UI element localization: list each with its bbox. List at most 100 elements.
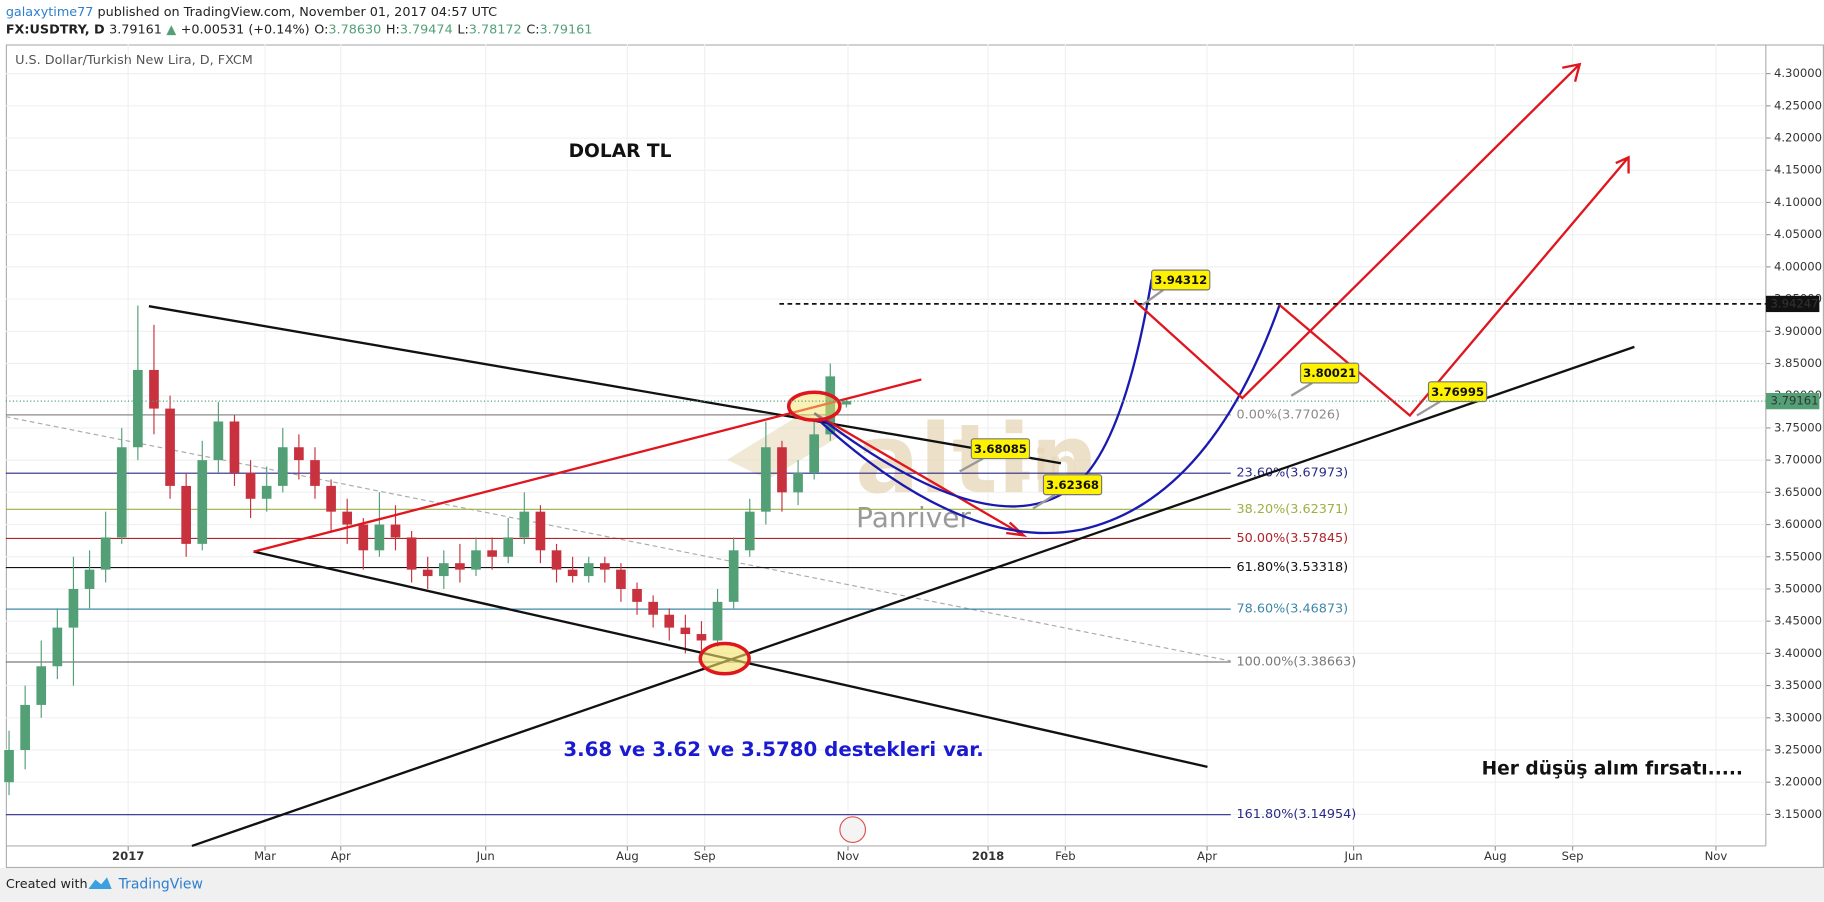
y-tick-label: 3.25000 xyxy=(1774,743,1822,757)
candle-body xyxy=(197,460,208,544)
candle-body xyxy=(648,601,658,615)
last: 3.79161 xyxy=(109,22,162,37)
x-tick-label: Apr xyxy=(1197,849,1217,863)
callout-label: 3.94312 xyxy=(1154,273,1207,287)
candle-body xyxy=(519,511,530,538)
candle-body xyxy=(777,447,787,493)
candle-body xyxy=(149,369,159,409)
fibonacci: 0.00%(3.77026) 23.60%(3.67973) 38.20%(3.62… xyxy=(5,407,1356,822)
candle-body xyxy=(680,627,691,635)
y-tick-label: 3.60000 xyxy=(1774,517,1822,531)
candle-body xyxy=(406,537,417,570)
price-tag xyxy=(1765,392,1820,410)
candle-body xyxy=(616,569,626,589)
highlight xyxy=(786,390,842,422)
callout-box xyxy=(1151,269,1211,291)
candle-body xyxy=(422,569,433,577)
price-tag-label: 3.79161 xyxy=(1770,394,1818,408)
annotation: DOLAR TL xyxy=(569,141,672,162)
axes: 3.15000 3.20000 3.25000 3.30000 3.35000 3.400… xyxy=(5,66,1822,863)
y-tick-label: 3.55000 xyxy=(1774,549,1822,563)
highlight xyxy=(698,641,751,676)
y-tick-label: 4.15000 xyxy=(1774,163,1822,177)
footer-created: Created with xyxy=(6,877,88,892)
y-tick-label: 3.85000 xyxy=(1774,356,1822,370)
candle-body xyxy=(294,447,304,461)
candle-body xyxy=(728,550,739,602)
y-tick-label: 3.65000 xyxy=(1774,485,1822,499)
tv-logo xyxy=(88,877,112,889)
arrow xyxy=(1133,62,1582,400)
y-tick-label: 3.45000 xyxy=(1774,614,1822,628)
y-tick-label: 4.25000 xyxy=(1774,98,1822,112)
callout-pointer xyxy=(1141,288,1164,306)
header-line-1: galaxytime77 published on TradingView.co… xyxy=(6,4,497,19)
author[interactable]: galaxytime77 xyxy=(6,4,94,19)
candle-body xyxy=(696,634,707,641)
candle-body xyxy=(535,511,546,551)
footer-bg xyxy=(0,868,1824,902)
candle-body xyxy=(165,408,175,486)
y-tick-label: 3.50000 xyxy=(1774,581,1822,595)
curve xyxy=(819,304,1281,535)
y-tick-label: 3.35000 xyxy=(1774,678,1822,692)
x-tick-label: Nov xyxy=(1705,849,1728,863)
trend-line xyxy=(191,345,1635,848)
header-bg xyxy=(0,0,1824,43)
candle-body xyxy=(600,563,610,570)
x-tick-label: Feb xyxy=(1055,849,1076,863)
footer-brand[interactable]: TradingView xyxy=(118,876,203,892)
candle-body xyxy=(567,569,578,577)
event-icon[interactable] xyxy=(839,816,867,844)
x-tick-label: Aug xyxy=(616,849,639,863)
y-tick-label: 4.20000 xyxy=(1774,131,1822,145)
candle-body xyxy=(261,485,272,499)
callout-pointer xyxy=(1032,493,1056,510)
ohlc-value: 3.79474 xyxy=(400,22,453,37)
fib-label: 0.00%(3.77026) xyxy=(1237,407,1340,422)
candle-body xyxy=(503,537,514,557)
fib-label: 61.80%(3.53318) xyxy=(1237,560,1349,575)
candles xyxy=(4,305,852,796)
candle-body xyxy=(310,460,320,486)
callouts: 3.94312 3.80021 3.76995 3.68085 3.62368 xyxy=(959,269,1488,510)
candle-body xyxy=(841,401,852,405)
y-tick-label: 3.30000 xyxy=(1774,710,1822,724)
candle-body xyxy=(455,563,465,570)
callout-box xyxy=(970,438,1031,460)
arrow xyxy=(1278,155,1630,418)
candle-body xyxy=(245,473,256,499)
arrow: ▲ xyxy=(166,22,176,37)
y-tick-label: 3.40000 xyxy=(1774,646,1822,660)
candle-body xyxy=(68,588,79,628)
fib-label: 38.20%(3.62371) xyxy=(1237,502,1349,517)
x-tick-label: 2018 xyxy=(972,849,1004,863)
candle-body xyxy=(632,588,642,602)
candle-body xyxy=(342,511,353,525)
ohlc-label: O: xyxy=(314,22,328,37)
x-tick-label: Sep xyxy=(694,849,716,863)
arrow xyxy=(813,412,1028,537)
ohlc-label: C: xyxy=(526,22,539,37)
candle-body xyxy=(471,550,481,570)
watermark-sub: Panriver xyxy=(856,501,971,534)
candle-body xyxy=(181,485,191,544)
callout-pointer xyxy=(1290,381,1313,397)
trend-line xyxy=(148,305,1062,465)
candle-body xyxy=(390,524,401,538)
x-tick-label: 2017 xyxy=(112,849,144,863)
ohlc-value: 3.78172 xyxy=(469,22,522,37)
published: published on TradingView.com, November 0… xyxy=(98,4,498,19)
x-tick-label: Jun xyxy=(1344,849,1363,863)
candle-body xyxy=(326,485,336,512)
candle-body xyxy=(277,447,288,486)
ohlc-label: L: xyxy=(457,22,468,37)
candle-body xyxy=(744,511,755,551)
callout-pointer xyxy=(959,457,984,473)
candle-body xyxy=(4,750,14,783)
ohlc-label: H: xyxy=(386,22,400,37)
callout-label: 3.76995 xyxy=(1431,385,1484,399)
callout-box xyxy=(1042,474,1103,496)
chart-frame xyxy=(5,44,1824,869)
